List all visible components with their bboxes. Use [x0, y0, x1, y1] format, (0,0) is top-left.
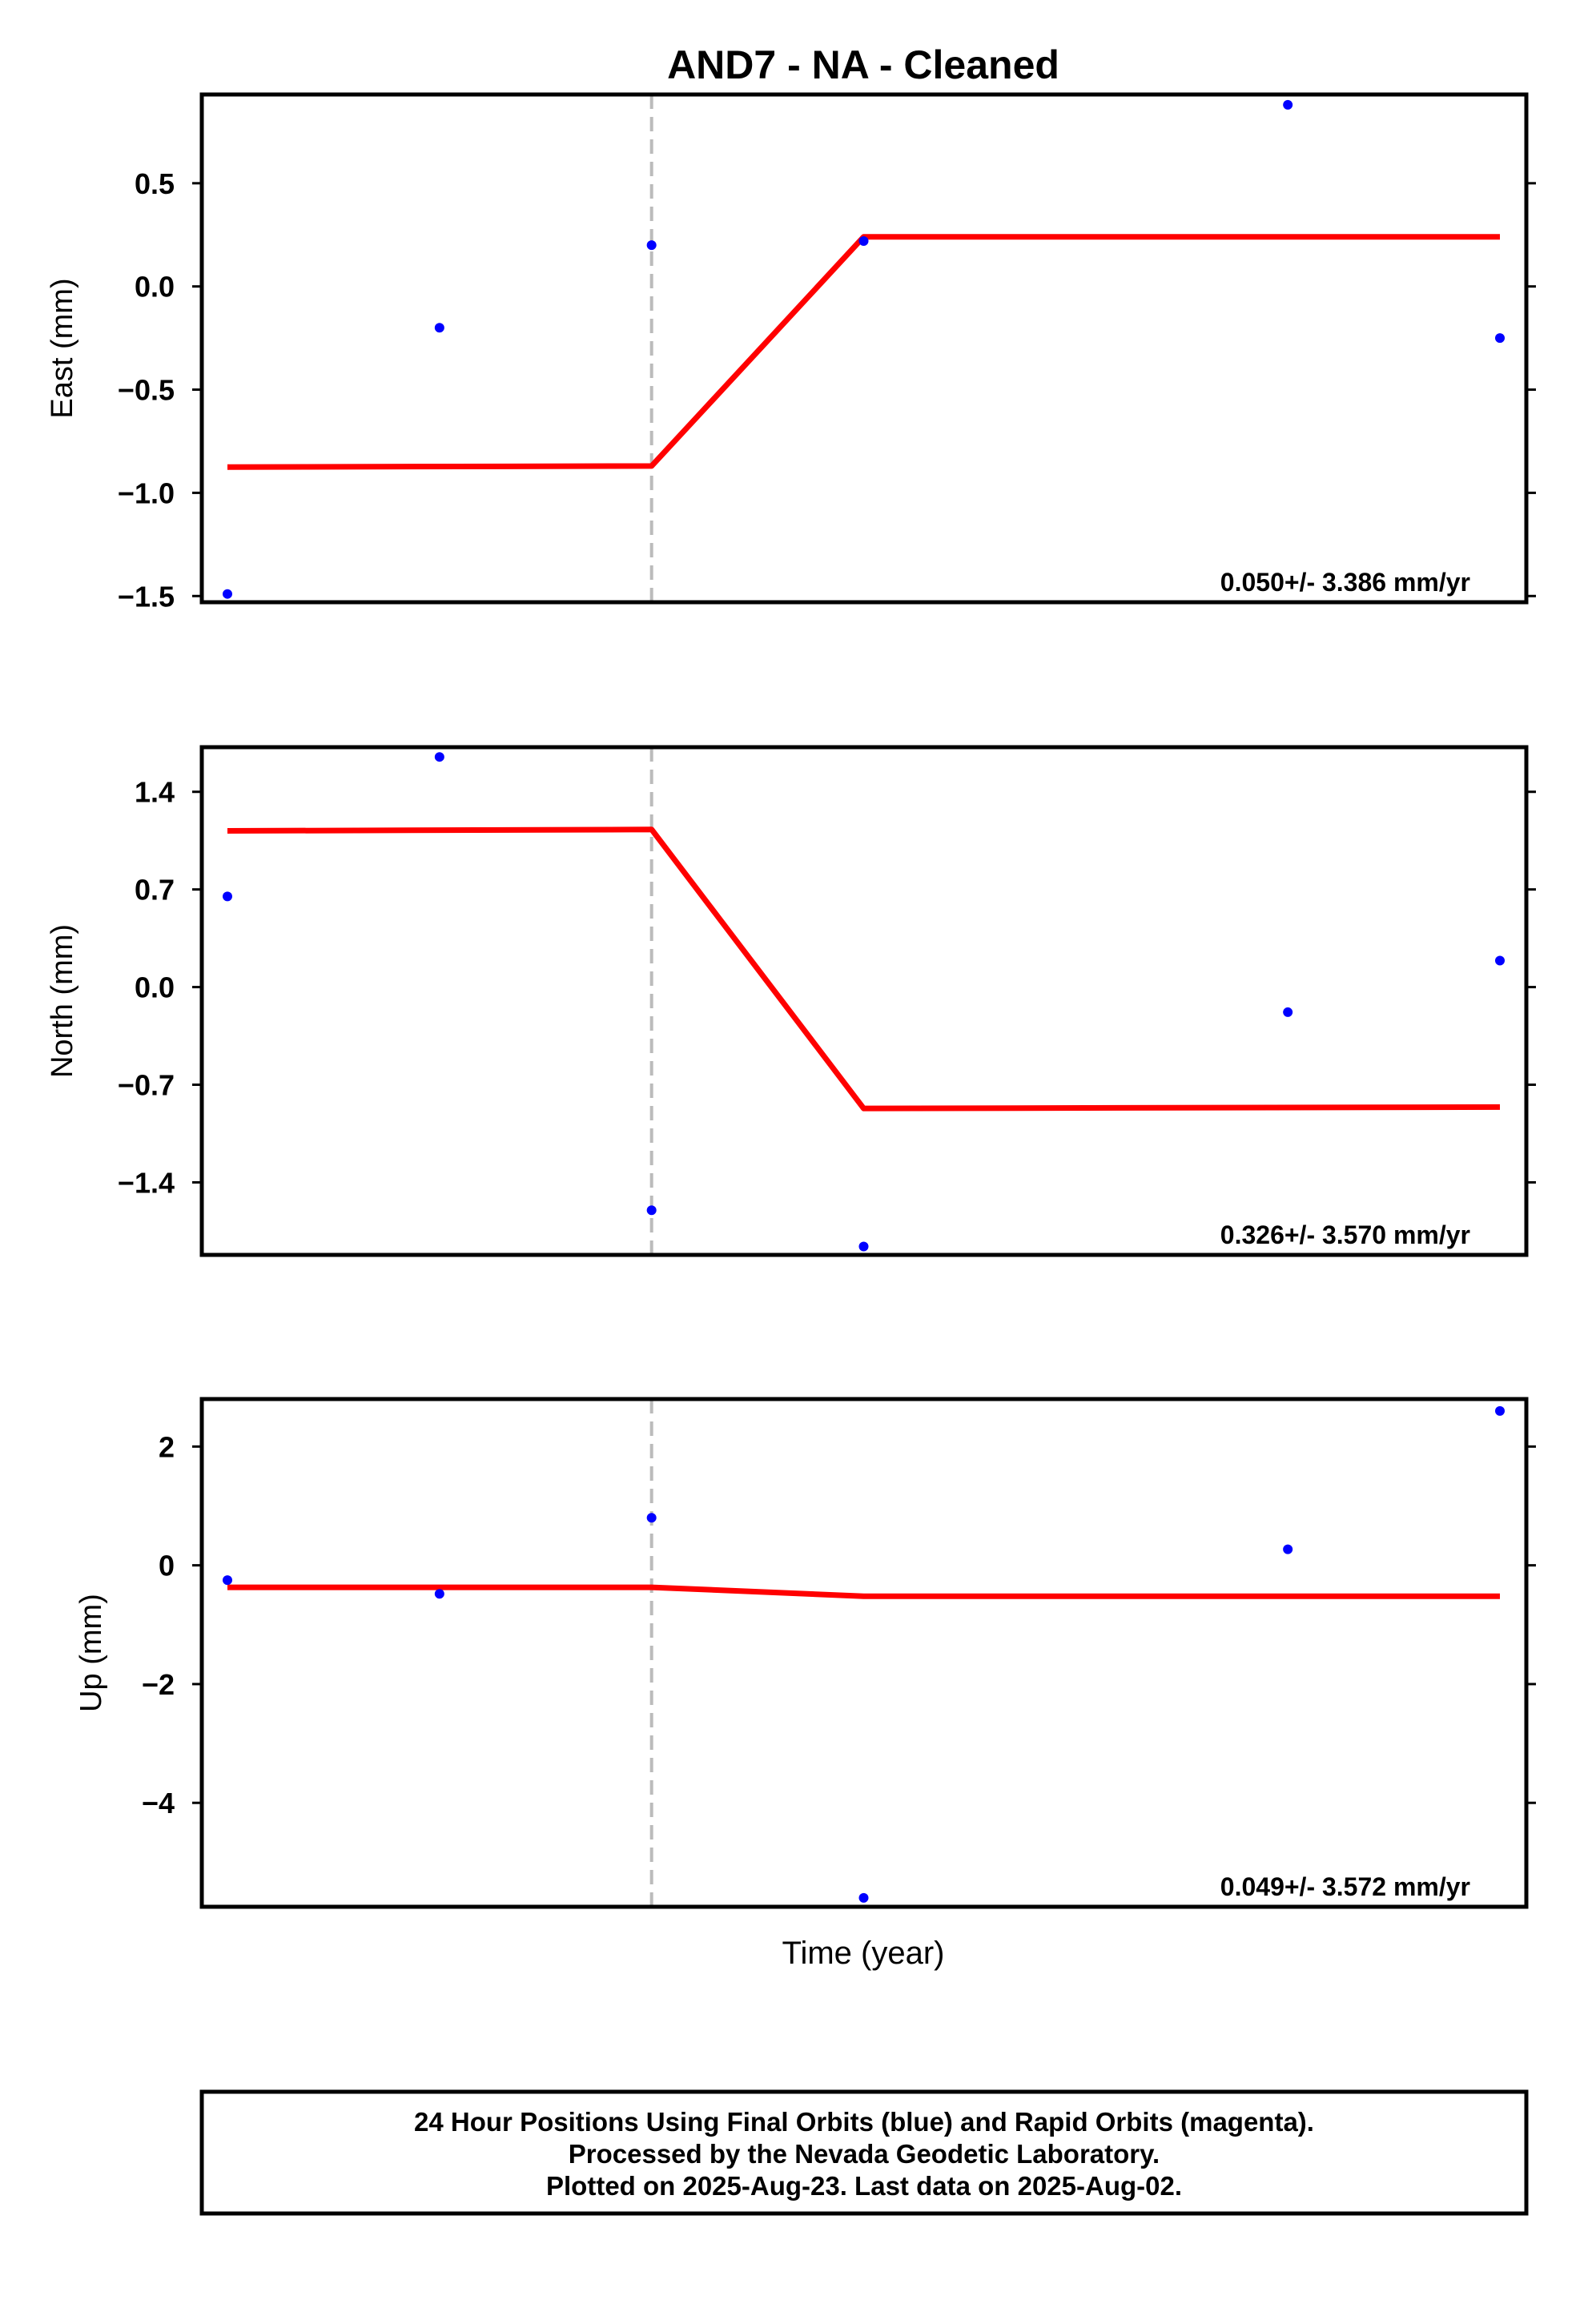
data-point	[434, 1589, 444, 1599]
y-tick-label: 1.4	[135, 776, 175, 809]
north-panel: 1.4 0.7 0.0 −0.7 −1.4 North (mm) 0.326+/- 3.57…	[46, 745, 1536, 1257]
data-point	[434, 752, 444, 762]
rate-annotation: 0.050+/- 3.386 mm/yr	[1220, 568, 1470, 597]
y-tick-label: −0.7	[118, 1069, 175, 1102]
data-point	[1495, 955, 1505, 966]
plot-frame	[199, 1397, 1529, 1909]
data-point	[858, 1241, 869, 1252]
fit-line	[227, 1584, 1500, 1599]
plot-frame	[199, 92, 1529, 605]
footer-line-2: Processed by the Nevada Geodetic Laborat…	[569, 2139, 1160, 2169]
east-panel: 0.5 0.0 −0.5 −1.0 −1.5 East (mm) 0.050+/- 3.38…	[46, 92, 1536, 613]
fit-line	[227, 826, 1501, 1112]
y-tick-label: 0.0	[135, 971, 175, 1004]
y-tick-label: −1.0	[118, 476, 175, 509]
y-tick-label: −4	[142, 1787, 175, 1819]
y-tick-label: −0.5	[118, 374, 175, 407]
data-point	[646, 240, 657, 251]
data-point	[434, 323, 444, 333]
data-point	[858, 235, 869, 246]
data-point	[858, 1892, 869, 1903]
data-point	[223, 589, 232, 599]
data-point	[1283, 1007, 1293, 1017]
y-tick-label: 0.0	[135, 271, 175, 304]
y-tick-label: 0.7	[135, 874, 175, 907]
up-panel: 2 0 −2 −4 Up (mm) 0.049+/- 3.572 mm/yr	[74, 1397, 1536, 1909]
rate-annotation: 0.049+/- 3.572 mm/yr	[1220, 1872, 1470, 1901]
footer-frame	[199, 2089, 1529, 2216]
footer-line-3: Plotted on 2025-Aug-23. Last data on 202…	[546, 2171, 1182, 2201]
y-tick-label: −1.4	[118, 1166, 175, 1199]
data-point	[223, 1575, 232, 1586]
data-point	[1283, 1544, 1293, 1554]
y-tick-label: 2	[159, 1430, 175, 1463]
fit-line	[227, 234, 1500, 470]
chart-title: AND7 - NA - Cleaned	[667, 42, 1059, 87]
y-tick-label: −1.5	[118, 580, 175, 613]
y-tick-label: 0.5	[135, 167, 175, 200]
footer-line-1: 24 Hour Positions Using Final Orbits (bl…	[414, 2107, 1314, 2137]
data-point	[646, 1513, 657, 1523]
y-tick-label: −2	[142, 1668, 175, 1701]
y-tick-label: 0	[159, 1550, 175, 1582]
x-axis-label: Time (year)	[782, 1936, 945, 1971]
footer-box: 24 Hour Positions Using Final Orbits (bl…	[199, 2089, 1529, 2216]
data-point	[646, 1205, 657, 1216]
plot-frame	[199, 745, 1529, 1257]
data-point	[1495, 333, 1505, 344]
y-axis-label: East (mm)	[46, 278, 79, 418]
data-point	[1283, 99, 1293, 110]
y-axis-label: Up (mm)	[74, 1594, 108, 1712]
y-axis-label: North (mm)	[46, 924, 79, 1078]
rate-annotation: 0.326+/- 3.570 mm/yr	[1220, 1220, 1470, 1249]
data-point	[223, 891, 232, 902]
data-point	[1495, 1405, 1505, 1416]
